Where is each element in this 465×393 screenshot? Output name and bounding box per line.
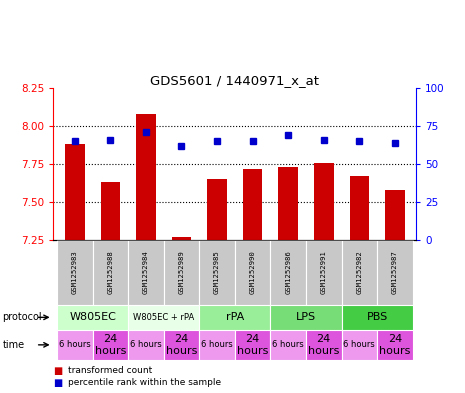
Bar <box>270 305 341 330</box>
Text: 6 hours: 6 hours <box>272 340 304 349</box>
Bar <box>306 240 341 305</box>
Bar <box>235 330 270 360</box>
Bar <box>100 182 120 240</box>
Bar <box>385 190 405 240</box>
Text: GSM1252989: GSM1252989 <box>179 250 185 294</box>
Text: 6 hours: 6 hours <box>130 340 162 349</box>
Text: 6 hours: 6 hours <box>344 340 375 349</box>
Bar <box>128 305 199 330</box>
Text: 6 hours: 6 hours <box>59 340 91 349</box>
Bar <box>57 305 128 330</box>
Bar <box>65 144 85 240</box>
Text: GSM1252987: GSM1252987 <box>392 250 398 294</box>
Bar <box>57 240 93 305</box>
Bar <box>57 330 93 360</box>
Bar <box>270 240 306 305</box>
Text: GSM1252984: GSM1252984 <box>143 250 149 294</box>
Bar <box>199 330 235 360</box>
Text: GSM1252986: GSM1252986 <box>285 250 291 294</box>
Text: ■: ■ <box>53 378 63 387</box>
Bar <box>93 240 128 305</box>
Bar <box>350 176 369 240</box>
Bar <box>199 240 235 305</box>
Bar <box>235 240 270 305</box>
Text: percentile rank within the sample: percentile rank within the sample <box>68 378 221 387</box>
Bar <box>93 330 128 360</box>
Text: rPA: rPA <box>226 312 244 322</box>
Text: GSM1252990: GSM1252990 <box>250 250 256 294</box>
Bar <box>377 330 412 360</box>
Text: 24
hours: 24 hours <box>379 334 411 356</box>
Text: GSM1252988: GSM1252988 <box>107 250 113 294</box>
Text: ■: ■ <box>53 365 63 376</box>
Bar <box>172 237 191 240</box>
Bar <box>279 167 298 240</box>
Text: 24
hours: 24 hours <box>237 334 268 356</box>
Bar <box>341 330 377 360</box>
Text: 24
hours: 24 hours <box>308 334 339 356</box>
Text: 6 hours: 6 hours <box>201 340 233 349</box>
Bar <box>207 179 227 240</box>
Text: W805EC + rPA: W805EC + rPA <box>133 313 194 322</box>
Text: W805EC: W805EC <box>69 312 116 322</box>
Text: PBS: PBS <box>366 312 388 322</box>
Bar <box>341 240 377 305</box>
Text: protocol: protocol <box>2 312 42 322</box>
Bar <box>164 240 199 305</box>
Text: LPS: LPS <box>296 312 316 322</box>
Text: 24
hours: 24 hours <box>95 334 126 356</box>
Bar <box>306 330 341 360</box>
Bar <box>199 305 270 330</box>
Text: 24
hours: 24 hours <box>166 334 197 356</box>
Bar <box>243 169 262 240</box>
Text: GSM1252982: GSM1252982 <box>356 250 362 294</box>
Bar <box>128 330 164 360</box>
Bar <box>377 240 412 305</box>
Bar <box>128 240 164 305</box>
Bar <box>136 114 156 240</box>
Text: GSM1252985: GSM1252985 <box>214 250 220 294</box>
Title: GDS5601 / 1440971_x_at: GDS5601 / 1440971_x_at <box>150 74 319 87</box>
Bar <box>314 163 333 240</box>
Text: time: time <box>2 340 25 350</box>
Bar <box>164 330 199 360</box>
Text: GSM1252983: GSM1252983 <box>72 250 78 294</box>
Bar <box>270 330 306 360</box>
Bar <box>341 305 412 330</box>
Text: transformed count: transformed count <box>68 366 153 375</box>
Text: GSM1252991: GSM1252991 <box>321 250 327 294</box>
